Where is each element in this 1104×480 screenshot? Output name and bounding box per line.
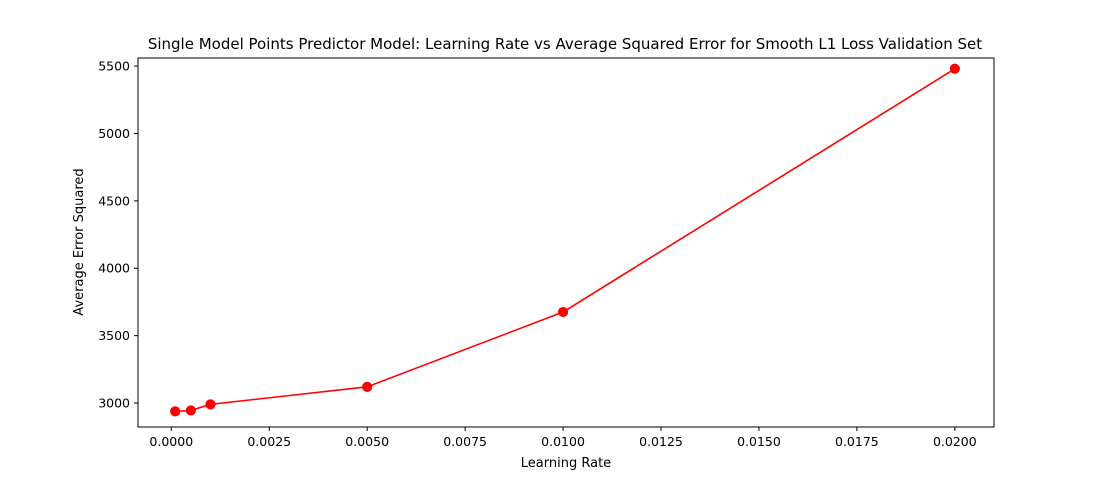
y-tick-label: 5000 — [98, 126, 130, 141]
x-tick-label: 0.0000 — [149, 434, 193, 449]
y-tick-label: 4000 — [98, 261, 130, 276]
y-axis-label: Average Error Squared — [72, 168, 87, 315]
data-point — [185, 405, 196, 416]
plot-area — [138, 58, 994, 427]
data-point — [949, 63, 960, 74]
data-point — [205, 399, 216, 410]
x-tick-label: 0.0100 — [541, 434, 585, 449]
x-tick-label: 0.0200 — [933, 434, 977, 449]
y-tick-label: 4500 — [98, 193, 130, 208]
x-tick-label: 0.0025 — [247, 434, 291, 449]
x-axis-label: Learning Rate — [521, 456, 611, 471]
y-tick-label: 5500 — [98, 59, 130, 74]
x-tick-label: 0.0175 — [835, 434, 879, 449]
data-point — [170, 406, 181, 417]
data-point — [362, 381, 373, 392]
x-tick-label: 0.0050 — [345, 434, 389, 449]
x-tick-label: 0.0075 — [443, 434, 487, 449]
y-tick-label: 3000 — [98, 396, 130, 411]
axes-layer: 0.0000 0.0025 0.0050 0.0075 0.0100 0.0125 0.01… — [98, 57, 995, 449]
plot-border — [137, 57, 995, 428]
chart-title: Single Model Points Predictor Model: Lea… — [148, 35, 982, 53]
series-layer — [170, 63, 960, 417]
x-tick-label: 0.0150 — [737, 434, 781, 449]
y-tick-label: 3500 — [98, 328, 130, 343]
data-point — [557, 306, 569, 318]
x-tick-label: 0.0125 — [639, 434, 683, 449]
